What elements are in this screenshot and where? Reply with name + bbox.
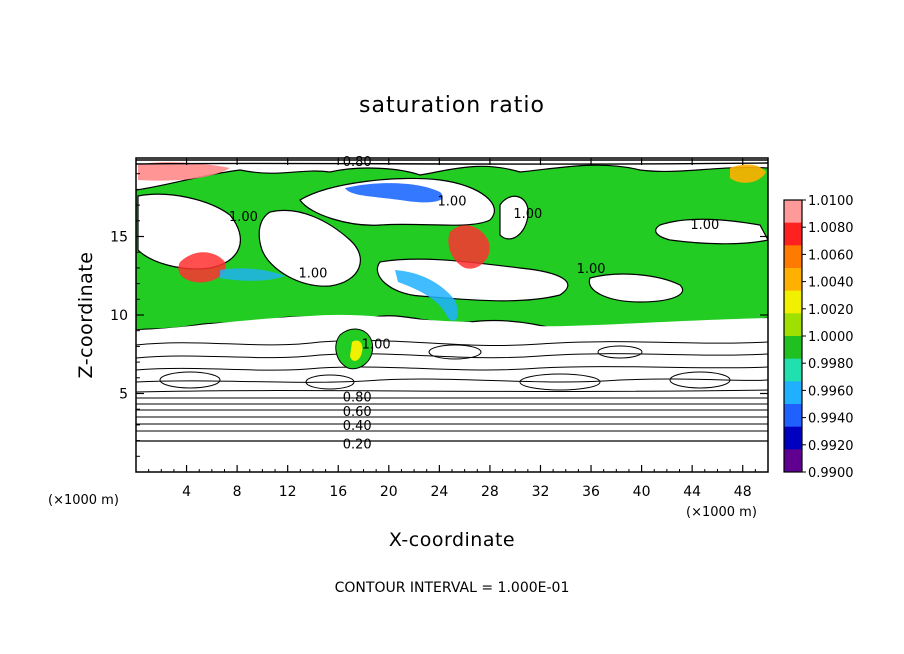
contour-label: 0.80 xyxy=(343,155,372,170)
contour-label: 1.00 xyxy=(513,207,542,222)
field-warm-2 xyxy=(448,225,490,269)
x-tick-label: 48 xyxy=(734,484,752,500)
colorbar-swatch xyxy=(784,268,802,292)
x-axis-ticks: 4 8 12 16 20 24 28 32 36 40 44 48 xyxy=(148,158,756,500)
contour-label: 1.00 xyxy=(229,210,258,225)
field-warm-4 xyxy=(730,164,766,183)
contour-label: 0.40 xyxy=(343,419,372,434)
colorbar-tick-label: 1.0100 xyxy=(808,194,854,209)
colorbar-swatch xyxy=(784,336,802,360)
y-axis-label: Z-coordinate xyxy=(75,252,97,379)
colorbar-swatch xyxy=(784,404,802,428)
colorbar: 1.0100 1.0080 1.0060 1.0040 1.0020 1.0000 0.99… xyxy=(783,194,854,481)
x-tick-label: 24 xyxy=(430,484,448,500)
field-blob-5 xyxy=(588,273,684,303)
contour-label: 1.00 xyxy=(690,218,719,233)
y-tick-label: 15 xyxy=(110,230,128,246)
contour-interval-note: CONTOUR INTERVAL = 1.000E-01 xyxy=(335,580,570,596)
field-region-lower xyxy=(136,314,768,472)
field-warm-1 xyxy=(178,252,226,283)
x-tick-label: 16 xyxy=(329,484,347,500)
field-blob-7 xyxy=(499,195,529,240)
colorbar-tick-label: 0.9960 xyxy=(808,384,854,399)
colorbar-swatch xyxy=(784,245,802,269)
colorbar-tick-label: 1.0020 xyxy=(808,303,854,318)
contour-label: 1.00 xyxy=(298,267,327,282)
contour-label: 1.00 xyxy=(362,337,391,352)
colorbar-tick-label: 1.0060 xyxy=(808,248,854,263)
contour-top-band xyxy=(136,159,768,165)
colorbar-tick-label: 1.0040 xyxy=(808,276,854,291)
field-blob-6 xyxy=(655,218,768,245)
colorbar-tick-label: 1.0080 xyxy=(808,221,854,236)
y-axis-ticks: 5 10 15 xyxy=(110,173,768,457)
x-axis-label: X-coordinate xyxy=(389,529,515,551)
x-tick-label: 8 xyxy=(233,484,242,500)
x-tick-label: 32 xyxy=(532,484,550,500)
x-tick-label: 4 xyxy=(182,484,191,500)
colorbar-swatch xyxy=(784,381,802,405)
x-unit-right: (×1000 m) xyxy=(686,505,757,520)
field-cool-3 xyxy=(220,268,285,281)
plot-field xyxy=(136,158,768,472)
x-tick-label: 44 xyxy=(683,484,701,500)
colorbar-swatch xyxy=(784,449,802,473)
contour-label: 1.00 xyxy=(438,194,467,209)
field-blob-2 xyxy=(137,193,241,270)
y-tick-label: 10 xyxy=(110,308,128,324)
field-cool-2 xyxy=(395,270,458,321)
field-blob-3 xyxy=(258,209,361,287)
colorbar-swatch xyxy=(784,358,802,382)
field-cell-core xyxy=(350,340,363,361)
field-cool-1 xyxy=(345,183,443,203)
contour-label: 0.80 xyxy=(343,391,372,406)
x-tick-label: 28 xyxy=(481,484,499,500)
contour-labels: 0.801.001.00 1.001.001.00 1.001.000.800.60… xyxy=(229,155,719,453)
colorbar-swatch xyxy=(784,222,802,246)
colorbar-tick-label: 1.0000 xyxy=(808,330,854,345)
contour-label: 0.20 xyxy=(343,438,372,453)
field-warm-3 xyxy=(138,162,230,181)
contour-label: 1.00 xyxy=(577,262,606,277)
x-unit-left: (×1000 m) xyxy=(48,493,119,508)
colorbar-swatch xyxy=(784,313,802,337)
colorbar-tick-label: 0.9920 xyxy=(808,439,854,454)
colorbar-tick-label: 0.9980 xyxy=(808,357,854,372)
x-tick-label: 20 xyxy=(380,484,398,500)
x-tick-label: 40 xyxy=(633,484,651,500)
x-tick-label: 12 xyxy=(279,484,297,500)
y-tick-label: 5 xyxy=(119,387,128,403)
x-tick-label: 36 xyxy=(582,484,600,500)
colorbar-tick-label: 0.9900 xyxy=(808,466,854,481)
colorbar-tick-label: 0.9940 xyxy=(808,412,854,427)
colorbar-swatch xyxy=(784,426,802,450)
colorbar-swatch xyxy=(784,200,802,224)
colorbar-swatch xyxy=(784,290,802,314)
contour-label: 0.60 xyxy=(343,405,372,420)
chart-title: saturation ratio xyxy=(359,93,545,118)
contour-lines-lower xyxy=(136,339,768,442)
